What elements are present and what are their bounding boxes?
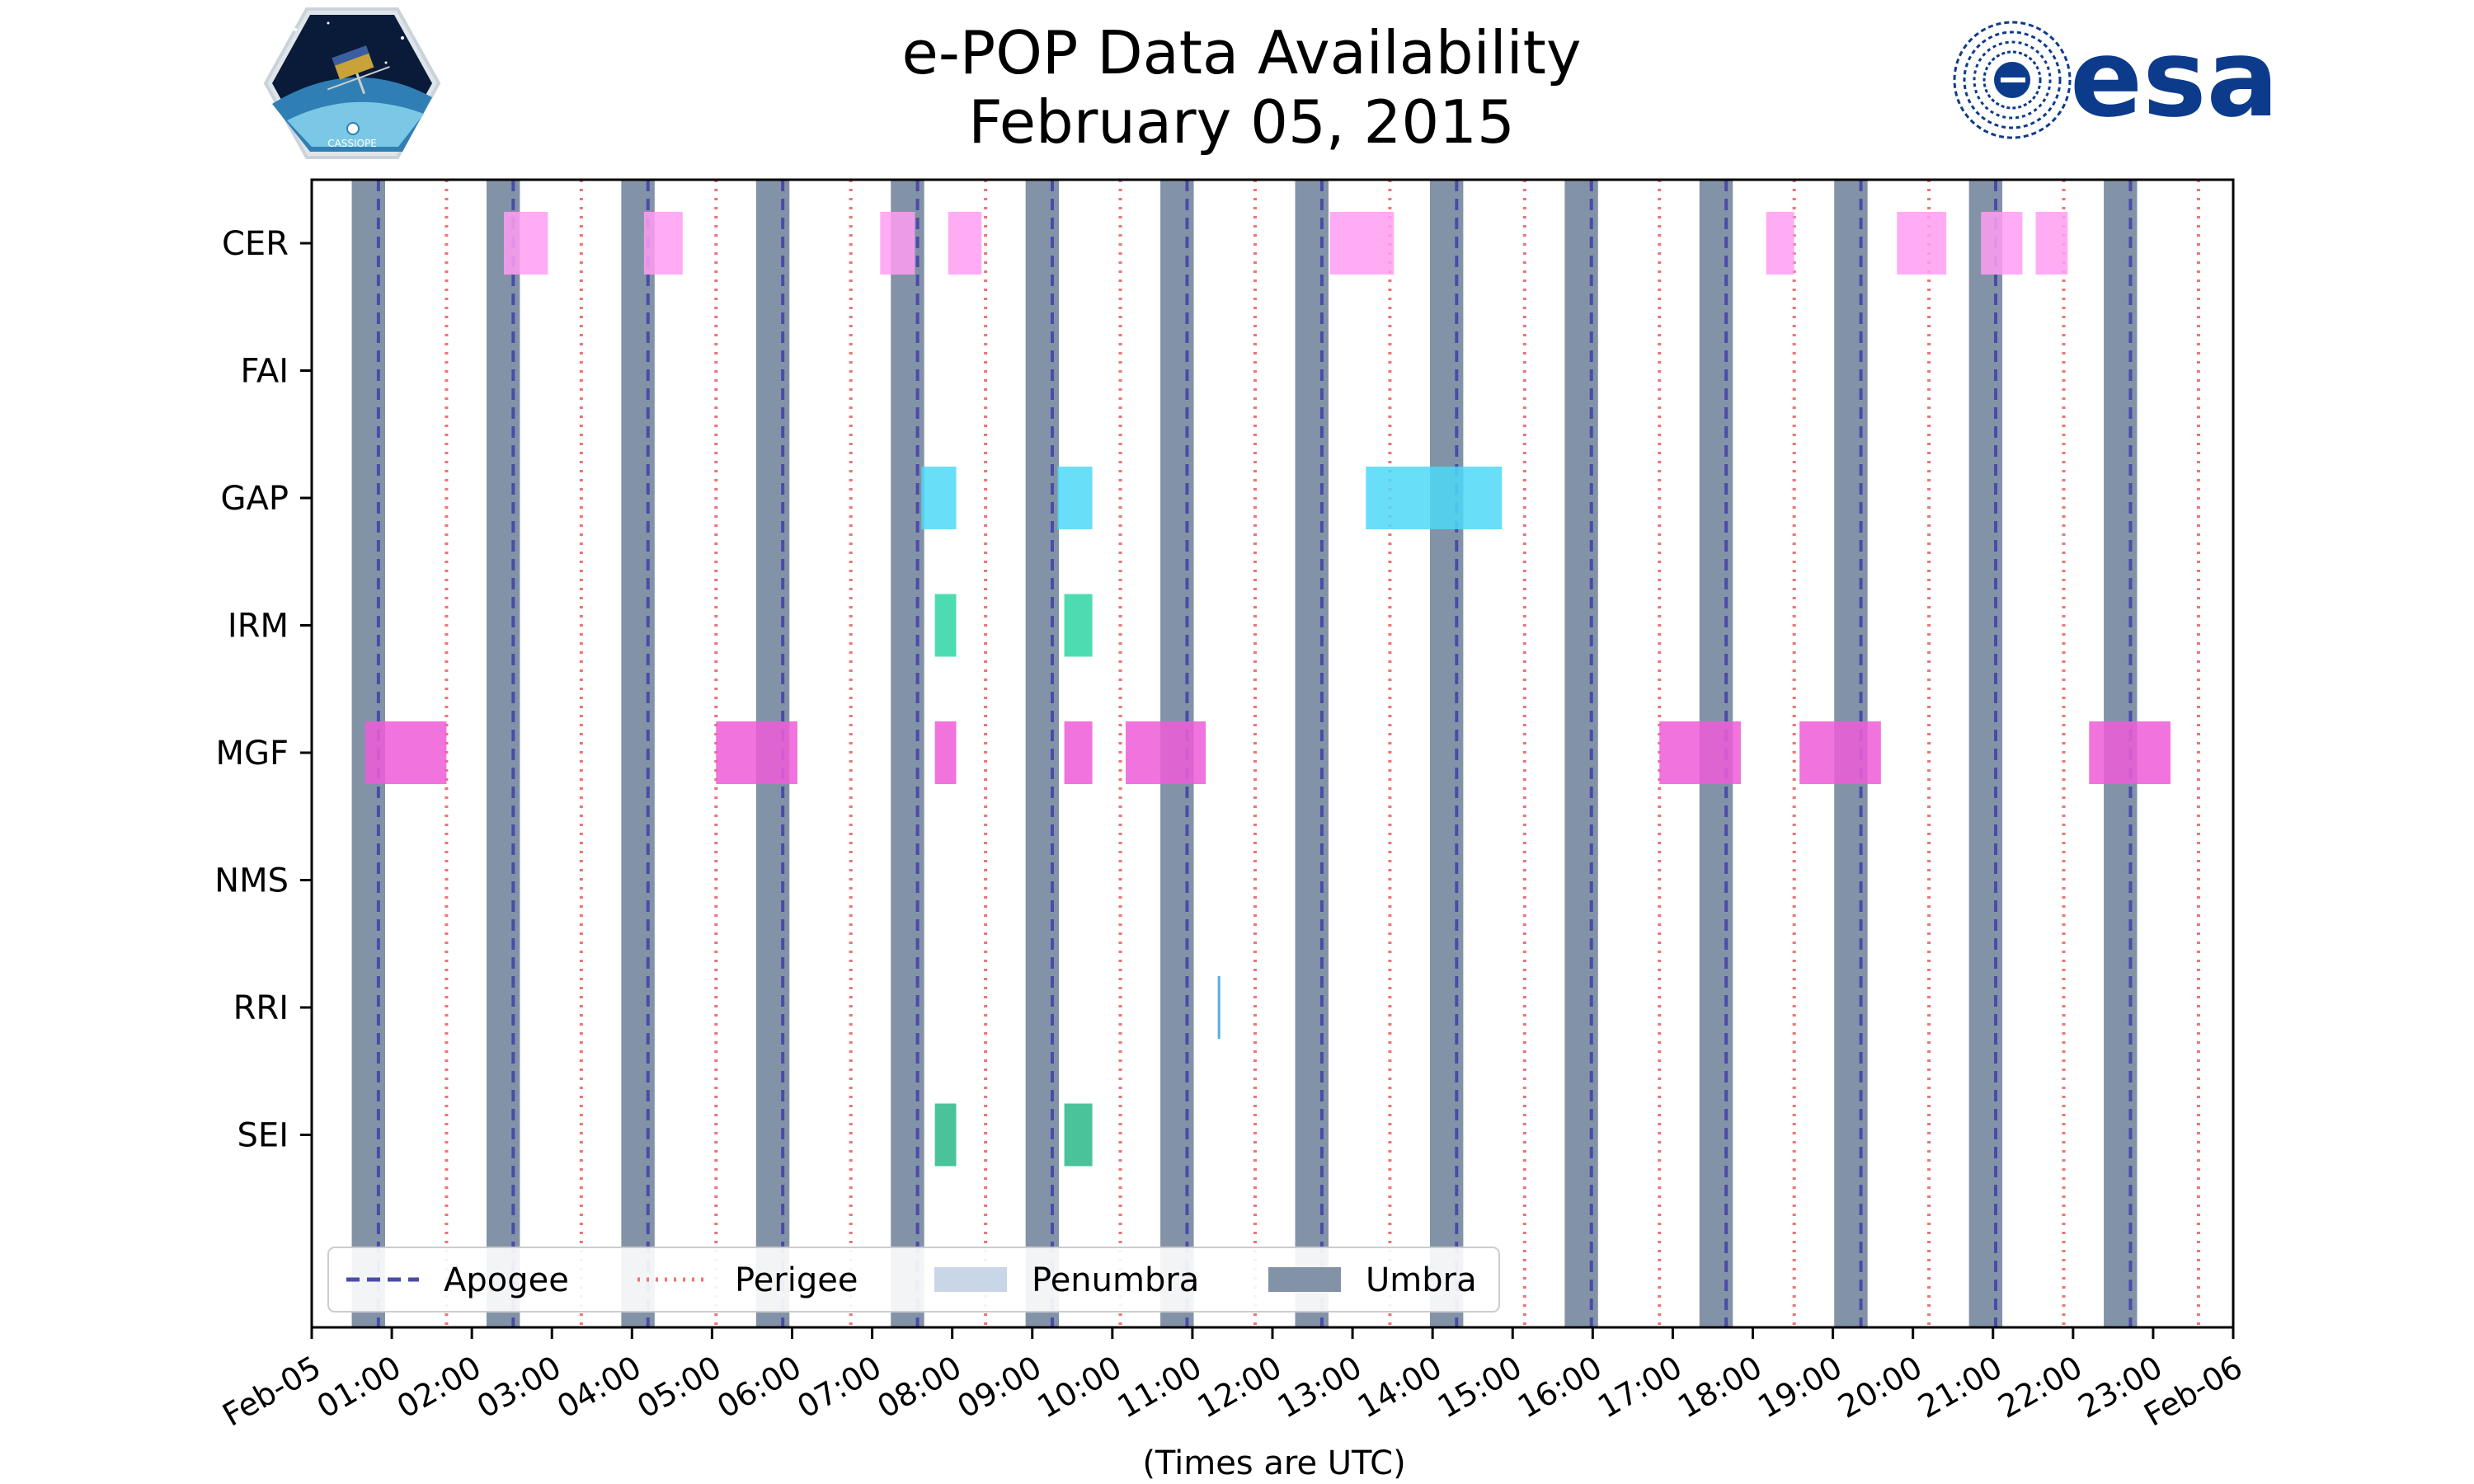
x-tick-label: 14:00 (1352, 1349, 1448, 1425)
legend-label: Penumbra (1032, 1261, 1199, 1299)
x-tick-label: 05:00 (631, 1349, 727, 1425)
y-tick-label: IRM (228, 608, 289, 646)
availability-bar-mgf (2089, 721, 2171, 784)
x-tick-label: 01:00 (311, 1349, 407, 1425)
x-tick-label: 13:00 (1272, 1349, 1368, 1425)
availability-bar-sei (934, 1103, 957, 1167)
y-tick-label: SEI (238, 1117, 289, 1155)
x-tick-label: 15:00 (1432, 1349, 1528, 1425)
x-tick-label: 08:00 (871, 1349, 967, 1425)
x-tick-label: 18:00 (1672, 1349, 1768, 1425)
availability-bar-cer (2035, 212, 2068, 275)
y-tick-label: RRI (233, 989, 289, 1027)
availability-bar-cer (1766, 212, 1794, 275)
availability-bar-mgf (1799, 721, 1881, 784)
x-axis: Feb-0501:0002:0003:0004:0005:0006:0007:0… (216, 1327, 2249, 1434)
x-tick-label: 17:00 (1592, 1349, 1688, 1425)
legend: Apogee Perigee Penumbra Umbra (327, 1247, 1500, 1313)
x-tick-label: 11:00 (1112, 1349, 1208, 1425)
x-tick-label: 19:00 (1752, 1349, 1848, 1425)
availability-bar-cer (948, 212, 982, 275)
availability-bar-cer (880, 212, 915, 275)
x-tick-label: Feb-05 (216, 1349, 327, 1434)
y-tick-label: NMS (214, 862, 289, 900)
y-tick-label: FAI (241, 353, 289, 391)
legend-label: Apogee (444, 1261, 569, 1299)
availability-bar-mgf (1126, 721, 1206, 784)
availability-bar-cer (1981, 212, 2023, 275)
availability-bar-mgf (1064, 721, 1093, 784)
availability-bar-gap (921, 467, 957, 529)
umbra-band (1025, 180, 1060, 1327)
umbra-band (1429, 180, 1464, 1327)
umbra-band (1295, 180, 1329, 1327)
x-axis-label: (Times are UTC) (1142, 1444, 1406, 1482)
title-line-2: February 05, 2015 (968, 87, 1515, 157)
esa-logo-text: esa (2070, 18, 2279, 141)
x-tick-label: 09:00 (951, 1349, 1047, 1425)
chart-title: e-POP Data Availability February 05, 201… (0, 18, 2474, 157)
title-line-1: e-POP Data Availability (901, 18, 1582, 87)
x-tick-label: 10:00 (1031, 1349, 1127, 1425)
availability-bar-mgf (365, 721, 447, 784)
cassiope-logo: CASSIOPE (262, 5, 442, 162)
availability-bar-mgf (934, 721, 957, 784)
availability-bar-gap (1057, 467, 1093, 529)
x-tick-label: 12:00 (1192, 1349, 1288, 1425)
umbra-band (1968, 180, 2003, 1327)
legend-penumbra-swatch (934, 1267, 1007, 1292)
legend-label: Perigee (735, 1261, 858, 1299)
y-tick-label: CER (222, 225, 289, 263)
availability-bar-mgf (1659, 721, 1741, 784)
legend-label: Umbra (1366, 1261, 1477, 1299)
availability-bar-cer (643, 212, 683, 275)
cassiope-logo-text: CASSIOPE (327, 138, 377, 149)
x-tick-label: 02:00 (391, 1349, 487, 1425)
legend-umbra-swatch (1268, 1267, 1341, 1292)
availability-bar-cer (1897, 212, 1947, 275)
availability-bar-gap (1366, 467, 1503, 529)
x-tick-label: 20:00 (1832, 1349, 1928, 1425)
availability-bar-cer (1329, 212, 1395, 275)
availability-bar-cer (504, 212, 548, 275)
availability-bars (365, 212, 2171, 1167)
availability-bar-irm (934, 594, 957, 657)
x-tick-label: 03:00 (471, 1349, 567, 1425)
x-tick-label: 04:00 (551, 1349, 647, 1425)
plot-frame (310, 178, 2235, 1329)
umbra-band (486, 180, 520, 1327)
umbra-band (1564, 180, 1598, 1327)
legend-box (327, 1247, 1500, 1313)
x-tick-label: 16:00 (1512, 1349, 1608, 1425)
x-tick-label: 22:00 (1992, 1349, 2088, 1425)
x-tick-label: 06:00 (711, 1349, 807, 1425)
y-tick-label: GAP (221, 480, 289, 518)
esa-logo: esa (1946, 16, 2301, 142)
x-tick-label: 07:00 (791, 1349, 887, 1425)
availability-bar-mgf (716, 721, 797, 784)
availability-bar-irm (1064, 594, 1093, 657)
availability-bar-rri (1217, 976, 1221, 1039)
availability-bar-sei (1064, 1103, 1093, 1167)
y-tick-label: MGF (215, 735, 289, 773)
umbra-band (891, 180, 924, 1327)
x-tick-label: 21:00 (1912, 1349, 2008, 1425)
umbra-band (621, 180, 655, 1327)
y-axis: CER FAI GAP IRM MGF NMS RRI SEI (214, 225, 312, 1155)
